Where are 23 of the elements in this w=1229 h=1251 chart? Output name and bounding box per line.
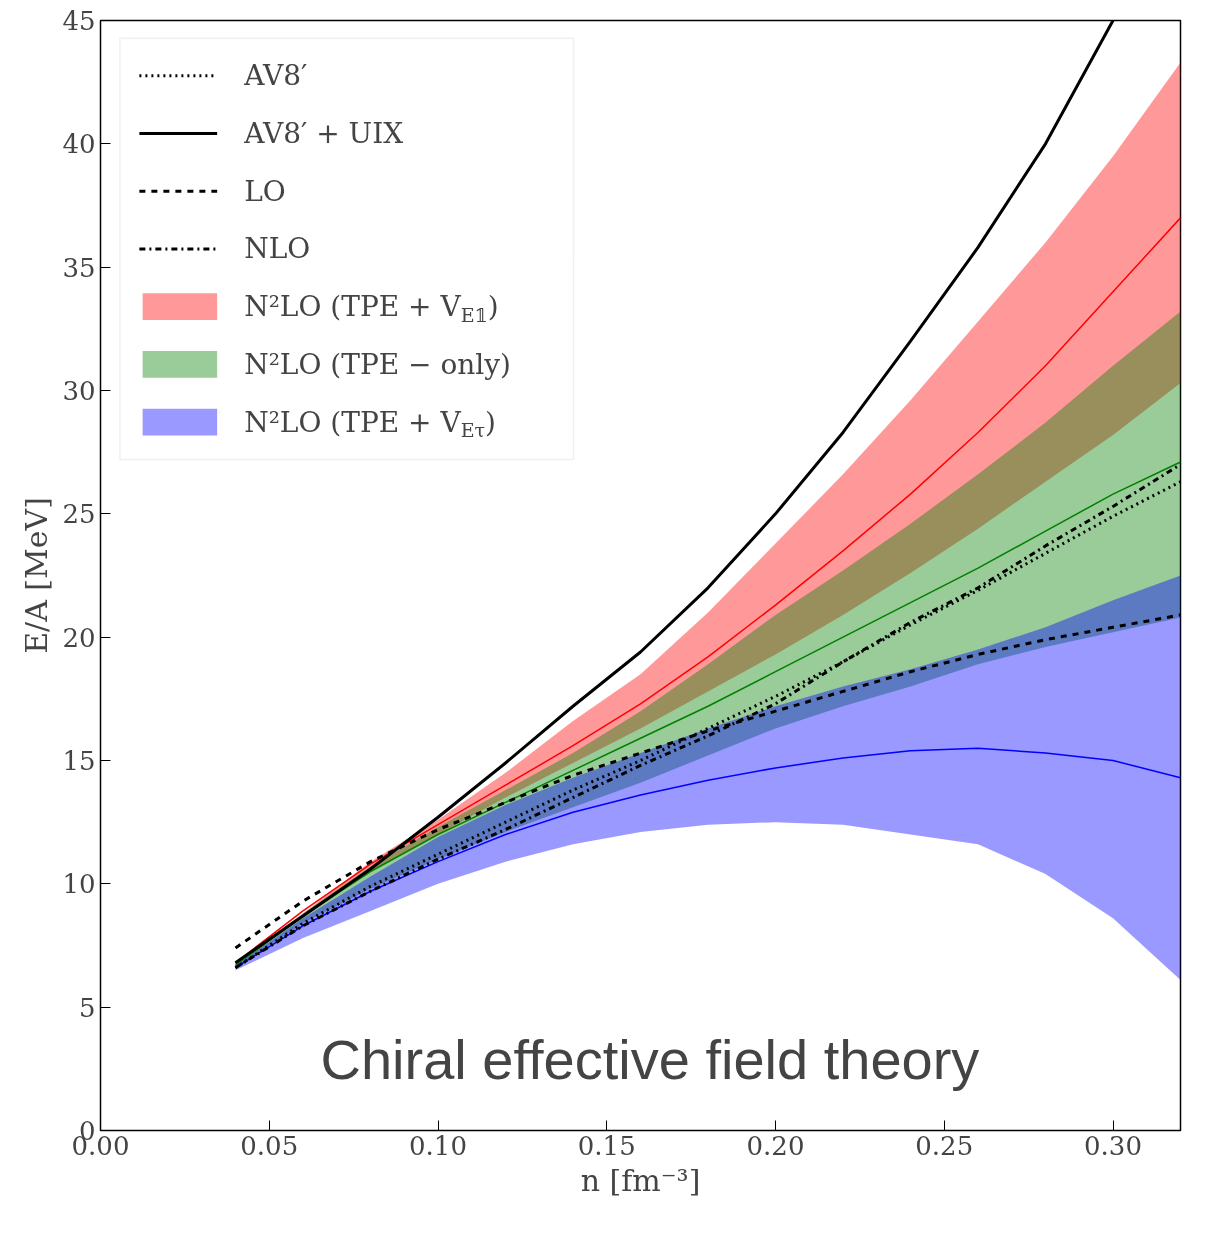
legend-label: N²LO (TPE − only): [244, 347, 512, 381]
y-tick-label: 15: [62, 746, 96, 776]
y-tick-label: 35: [62, 252, 96, 283]
x-axis-title: n [fm⁻³]: [580, 1162, 701, 1198]
x-tick-label: 0.25: [915, 1130, 974, 1161]
y-tick-label: 5: [78, 992, 96, 1023]
y-axis-title: E/A [MeV]: [19, 497, 55, 654]
annotation: Chiral effective field theory: [320, 1027, 980, 1091]
x-tick-label: 0.20: [746, 1130, 805, 1161]
legend-label: AV8′ + UIX: [243, 117, 404, 150]
y-tick-label: 10: [62, 869, 96, 900]
y-tick-label: 40: [62, 129, 96, 160]
x-tick-label: 0.15: [577, 1130, 636, 1161]
x-tick-label: 0.10: [409, 1130, 467, 1161]
legend-label: AV8′: [243, 59, 308, 93]
y-tick-label: 30: [62, 376, 96, 406]
x-tick-label: 0.30: [1084, 1130, 1142, 1161]
legend-label: LO: [244, 174, 286, 208]
legend-label: NLO: [244, 232, 311, 266]
y-tick-label: 45: [62, 6, 96, 36]
y-tick-label: 25: [62, 499, 96, 530]
y-tick-label: 20: [62, 622, 96, 653]
x-tick-label: 0.05: [240, 1130, 299, 1161]
